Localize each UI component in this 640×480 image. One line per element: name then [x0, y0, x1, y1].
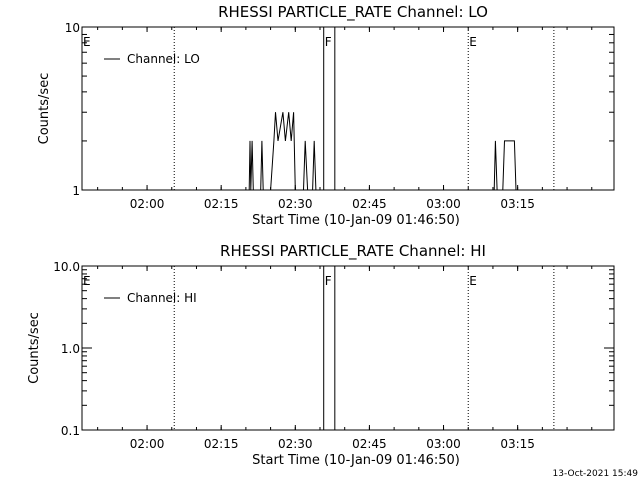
- x-axis-label: Start Time (10-Jan-09 01:46:50): [252, 453, 460, 468]
- event-marker-label: E: [83, 274, 91, 288]
- x-tick-label: 02:30: [278, 437, 313, 451]
- x-tick-label: 03:15: [500, 437, 535, 451]
- y-tick-label: 10: [65, 21, 80, 35]
- x-tick-label: 03:00: [426, 197, 461, 211]
- x-tick-label: 03:15: [500, 197, 535, 211]
- legend-label: Channel: LO: [127, 52, 200, 66]
- y-tick-label: 1: [72, 184, 80, 198]
- event-marker-label: F: [325, 274, 332, 288]
- panel-hi: RHESSI PARTICLE_RATE Channel: HI 02:00 02:…: [27, 242, 615, 468]
- x-tick-label: 02:30: [278, 197, 313, 211]
- footer-timestamp: 13-Oct-2021 15:49: [553, 469, 639, 479]
- y-axis-label: Counts/sec: [37, 73, 52, 145]
- x-tick-label: 02:00: [130, 437, 165, 451]
- y-axis-label: Counts/sec: [27, 312, 42, 384]
- data-series-line: [248, 112, 517, 191]
- y-tick-label: 10.0: [53, 260, 80, 274]
- legend-label: Channel: HI: [127, 291, 197, 305]
- event-marker-label: E: [469, 35, 477, 49]
- y-tick-label: 0.1: [61, 424, 80, 438]
- y-tick-label: 1.0: [61, 342, 80, 356]
- event-marker-label: F: [325, 35, 332, 49]
- x-tick-label: 02:45: [352, 437, 387, 451]
- event-marker-label: E: [83, 35, 91, 49]
- x-tick-label: 02:00: [130, 197, 165, 211]
- event-marker-label: E: [469, 274, 477, 288]
- x-tick-label: 02:15: [204, 197, 239, 211]
- x-axis-label: Start Time (10-Jan-09 01:46:50): [252, 213, 460, 228]
- chart-title: RHESSI PARTICLE_RATE Channel: HI: [220, 242, 486, 261]
- x-tick-label: 02:45: [352, 197, 387, 211]
- chart-title: RHESSI PARTICLE_RATE Channel: LO: [218, 3, 488, 22]
- x-tick-label: 02:15: [204, 437, 239, 451]
- x-tick-label: 03:00: [426, 437, 461, 451]
- panel-lo: RHESSI PARTICLE_RATE Channel: LO 02:00 02:…: [37, 3, 615, 228]
